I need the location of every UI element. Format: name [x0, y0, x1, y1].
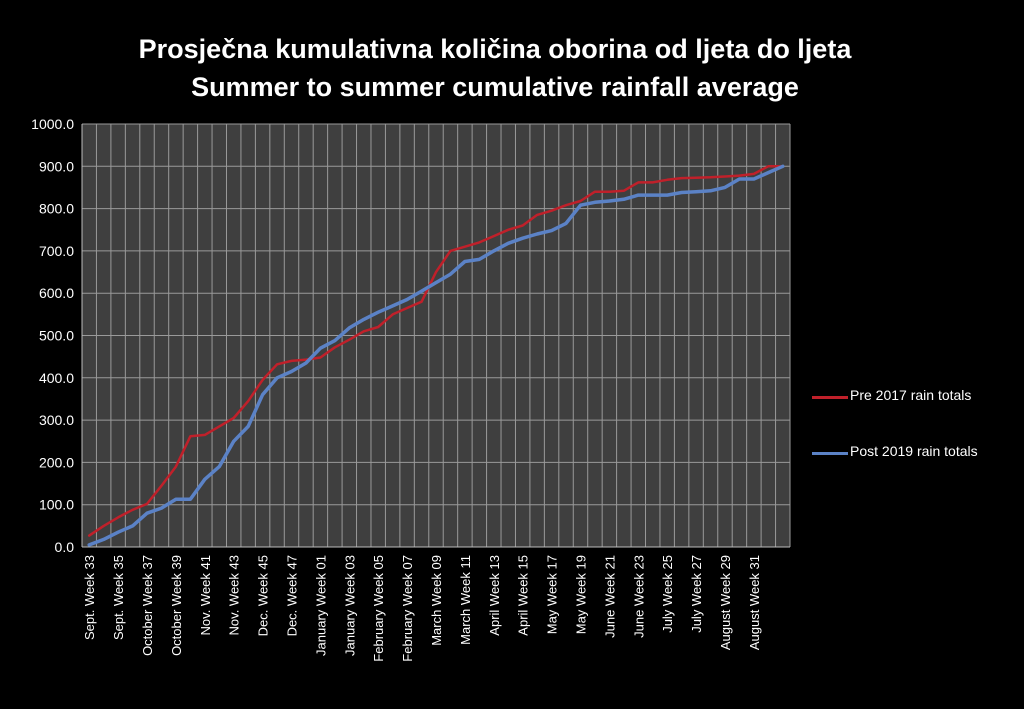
x-tick-label: February Week 05 — [371, 555, 386, 662]
x-tick-label: April Week 15 — [516, 555, 531, 636]
x-tick-label: July Week 27 — [689, 555, 704, 633]
x-tick-label: March Week 09 — [429, 555, 444, 646]
legend-label: Post 2019 rain totals — [850, 443, 978, 459]
y-tick-label: 200.0 — [39, 454, 74, 470]
x-tick-label: Dec. Week 45 — [256, 555, 271, 636]
y-tick-label: 900.0 — [39, 158, 74, 174]
legend-swatch — [812, 396, 848, 399]
y-tick-label: 400.0 — [39, 370, 74, 386]
x-tick-label: May Week 17 — [545, 555, 560, 634]
y-tick-label: 0.0 — [55, 539, 75, 555]
y-tick-label: 500.0 — [39, 328, 74, 344]
x-tick-label: Nov. Week 43 — [227, 555, 242, 635]
series-line-post-2019 — [87, 164, 785, 547]
x-tick-label: January Week 01 — [313, 555, 328, 656]
y-tick-label: 1000.0 — [31, 116, 74, 132]
x-tick-label: January Week 03 — [342, 555, 357, 656]
y-tick-label: 300.0 — [39, 412, 74, 428]
y-tick-label: 700.0 — [39, 243, 74, 259]
axes: 0.0 100.0 200.0 300.0 400.0 500.0 600.0 700.0 80… — [31, 116, 790, 662]
y-tick-label: 100.0 — [39, 497, 74, 513]
x-tick-label: February Week 07 — [400, 555, 415, 662]
legend-item: Post 2019 rain totals — [812, 441, 1012, 497]
chart-subtitle: Summer to summer cumulative rainfall ave… — [191, 72, 799, 102]
x-tick-label: June Week 23 — [631, 555, 646, 638]
legend-item: Pre 2017 rain totals — [812, 385, 1012, 441]
x-tick-label: Dec. Week 47 — [285, 555, 300, 636]
x-tick-label: Sept. Week 35 — [111, 555, 126, 640]
x-tick-label: Nov. Week 41 — [198, 555, 213, 635]
legend: Pre 2017 rain totals Post 2019 rain total… — [812, 385, 1012, 497]
legend-swatch — [812, 452, 848, 455]
x-tick-label: August Week 29 — [718, 555, 733, 650]
x-tick-label: April Week 13 — [487, 555, 502, 636]
x-tick-label: May Week 19 — [573, 555, 588, 634]
x-tick-label: Sept. Week 33 — [82, 555, 97, 640]
x-tick-label: March Week 11 — [458, 555, 473, 645]
series-lines — [87, 164, 785, 547]
x-tick-label: October Week 37 — [140, 555, 155, 656]
x-tick-label: August Week 31 — [747, 555, 762, 650]
x-tick-label: July Week 25 — [660, 555, 675, 633]
chart-title: Prosječna kumulativna količina oborina o… — [138, 34, 852, 64]
x-tick-label: June Week 21 — [602, 555, 617, 638]
x-tick-label: October Week 39 — [169, 555, 184, 656]
y-tick-label: 600.0 — [39, 285, 74, 301]
series-line-pre-2017 — [87, 165, 785, 537]
y-tick-label: 800.0 — [39, 201, 74, 217]
chart-title-block: Prosječna kumulativna količina oborina o… — [0, 30, 990, 106]
legend-label: Pre 2017 rain totals — [850, 387, 972, 403]
